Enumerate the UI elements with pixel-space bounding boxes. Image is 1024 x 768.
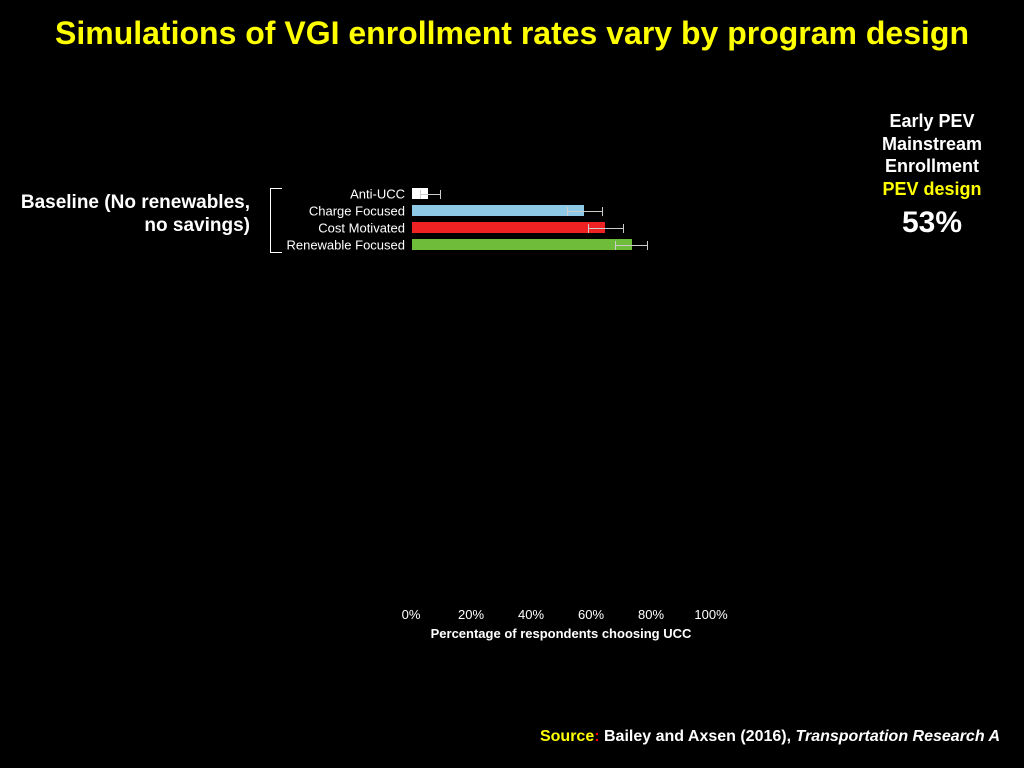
source-label: Source: [540, 728, 594, 745]
x-tick: 60%: [578, 607, 604, 622]
group-label: Baseline (No renewables, no savings): [0, 192, 250, 238]
error-bar: [567, 211, 603, 212]
error-bar: [588, 228, 624, 229]
source-citation: Source: Bailey and Axsen (2016), Transpo…: [540, 728, 1000, 746]
x-tick: 80%: [638, 607, 664, 622]
error-bar: [420, 194, 441, 195]
bar: [411, 204, 585, 217]
error-bar: [615, 245, 648, 246]
callout-line1: Early PEV: [882, 110, 982, 133]
bar: [411, 238, 633, 251]
callout-line3: Enrollment: [882, 155, 982, 178]
x-axis-label: Percentage of respondents choosing UCC: [431, 626, 692, 641]
callout-percent: 53%: [882, 204, 982, 242]
bar-label: Charge Focused: [309, 203, 411, 218]
callout-line2: Mainstream: [882, 133, 982, 156]
bar-label: Anti-UCC: [350, 186, 411, 201]
bar-label: Renewable Focused: [286, 237, 411, 252]
callout-highlight: PEV design: [882, 178, 982, 201]
x-tick: 100%: [694, 607, 727, 622]
source-colon: :: [594, 728, 599, 745]
bar-label: Cost Motivated: [318, 220, 411, 235]
bar-row: Renewable Focused: [411, 237, 711, 252]
x-tick: 0%: [402, 607, 421, 622]
x-tick: 20%: [458, 607, 484, 622]
source-text: Bailey and Axsen (2016),: [604, 728, 796, 745]
group-bracket: [270, 188, 282, 253]
bar-row: Cost Motivated: [411, 220, 711, 235]
bar: [411, 221, 606, 234]
callout-box: Early PEV Mainstream Enrollment PEV desi…: [882, 110, 982, 242]
slide-title: Simulations of VGI enrollment rates vary…: [0, 14, 1024, 52]
x-tick: 40%: [518, 607, 544, 622]
bar-row: Anti-UCC: [411, 186, 711, 201]
bar-row: Charge Focused: [411, 203, 711, 218]
source-journal: Transportation Research A: [796, 728, 1001, 745]
